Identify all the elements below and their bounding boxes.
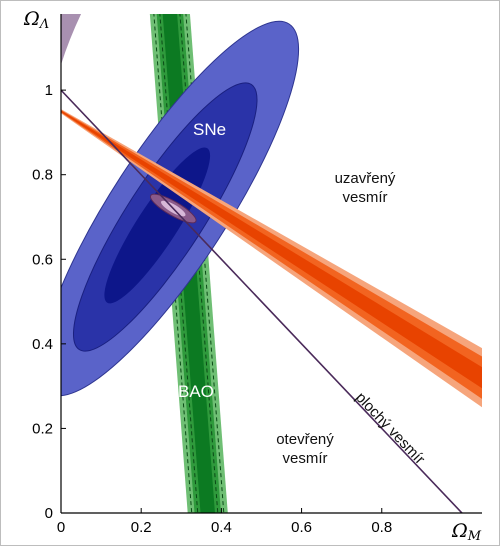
open-label-2: vesmír xyxy=(283,450,328,467)
y-axis-label: ΩΛ xyxy=(23,8,49,32)
bao-dash-line xyxy=(185,14,225,513)
x-tick-label: 0.4 xyxy=(211,519,232,536)
y-tick-label: 0.8 xyxy=(32,167,53,184)
flat-line xyxy=(61,89,463,513)
y-tick-label: 0 xyxy=(45,505,53,522)
axes: 0 0.2 0.4 0.6 0.8 0 0.2 0.4 0.6 0.8 1 xyxy=(32,14,482,536)
cmb-band-inner xyxy=(61,110,482,389)
closed-label-2: vesmír xyxy=(343,189,388,206)
y-tick-label: 0.2 xyxy=(32,420,53,437)
bao-label: BAO xyxy=(178,382,214,401)
cmb-band-mid xyxy=(61,109,482,399)
x-axis-subscript: M xyxy=(467,529,482,544)
x-tick-label: 0.6 xyxy=(291,519,312,536)
y-tick-label: 1 xyxy=(45,82,53,99)
sne-label: SNe xyxy=(193,120,226,139)
open-label-1: otevřený xyxy=(276,431,334,448)
plot-area xyxy=(61,14,482,513)
bao-dash-line xyxy=(153,14,193,513)
flat-line-label: plochý vesmír xyxy=(352,389,428,468)
x-axis-label: ΩM xyxy=(451,520,482,544)
corner-region xyxy=(61,14,82,65)
y-tick-label: 0.4 xyxy=(32,336,53,353)
cmb-label: CMB xyxy=(373,352,415,387)
closed-label-1: uzavřený xyxy=(335,170,396,187)
x-tick-label: 0.8 xyxy=(371,519,392,536)
bao-dash-line xyxy=(159,14,199,513)
y-axis-subscript: Λ xyxy=(39,17,49,32)
x-tick-label: 0 xyxy=(57,519,65,536)
y-tick-label: 0.6 xyxy=(32,251,53,268)
x-tick-label: 0.2 xyxy=(131,519,152,536)
bao-dash-line xyxy=(179,14,219,513)
